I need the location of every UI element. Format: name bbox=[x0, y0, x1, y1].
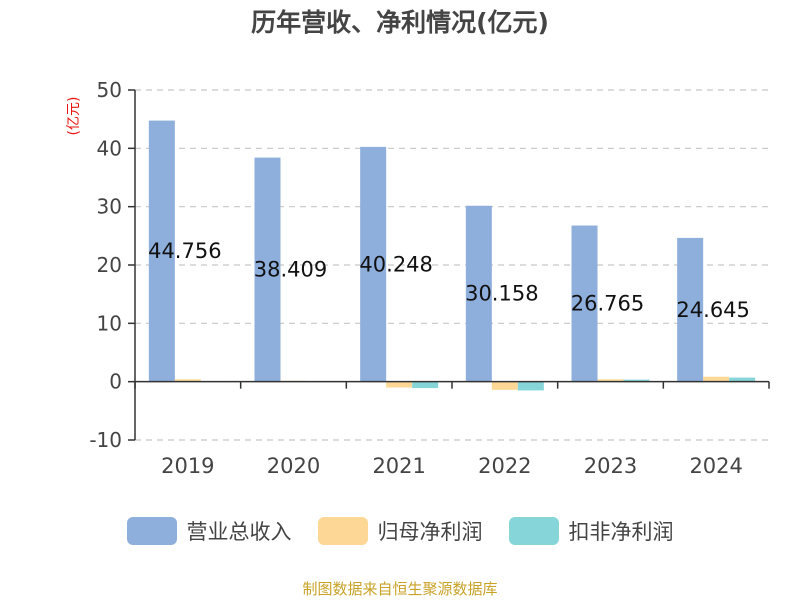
bar-2-2022 bbox=[517, 381, 544, 391]
bar-2-2021 bbox=[412, 381, 439, 389]
legend-item-deducted-profit[interactable]: 扣非净利润 bbox=[508, 516, 674, 546]
legend-item-net-profit[interactable]: 归母净利润 bbox=[317, 516, 483, 546]
bar-0-2020 bbox=[254, 157, 281, 382]
y-tick-label: 30 bbox=[97, 195, 122, 219]
y-tick-label: -10 bbox=[89, 428, 122, 452]
data-label: 24.645 bbox=[676, 298, 749, 322]
legend-label-revenue: 营业总收入 bbox=[186, 520, 292, 544]
y-tick-label: 0 bbox=[109, 370, 122, 394]
axes: 50 40 30 20 10 0 -10 2019 2020 2021 2022 2023 2024 bbox=[89, 78, 770, 478]
data-label: 26.765 bbox=[571, 292, 644, 316]
y-tick-label: 20 bbox=[97, 253, 122, 277]
bar-1-2021 bbox=[386, 381, 413, 388]
source-note: 制图数据来自恒生聚源数据库 bbox=[302, 580, 498, 598]
chart-title: 历年营收、净利情况(亿元) bbox=[251, 8, 549, 37]
bar-0-2023 bbox=[571, 225, 598, 382]
bar-1-2019 bbox=[174, 379, 201, 382]
x-tick-label: 2019 bbox=[161, 454, 214, 478]
x-tick-label: 2020 bbox=[267, 454, 320, 478]
data-label: 40.248 bbox=[359, 252, 432, 276]
legend: 营业总收入 归母净利润 扣非净利润 bbox=[0, 516, 800, 546]
y-axis-label: (亿元) bbox=[66, 97, 82, 136]
bar-0-2021 bbox=[360, 146, 387, 382]
bar-1-2022 bbox=[491, 381, 518, 390]
bar-2-2023 bbox=[623, 379, 650, 382]
y-tick-label: 40 bbox=[97, 136, 122, 160]
legend-swatch-revenue bbox=[126, 517, 177, 545]
x-tick-label: 2024 bbox=[689, 454, 742, 478]
bar-0-2019 bbox=[148, 120, 175, 382]
x-tick-label: 2023 bbox=[584, 454, 637, 478]
bar-0-2024 bbox=[677, 237, 704, 382]
x-tick-label: 2022 bbox=[478, 454, 531, 478]
legend-item-revenue[interactable]: 营业总收入 bbox=[126, 516, 292, 546]
y-tick-label: 10 bbox=[97, 311, 122, 335]
y-tick-label: 50 bbox=[97, 78, 122, 102]
x-tick-label: 2021 bbox=[372, 454, 425, 478]
bar-2-2024 bbox=[729, 377, 756, 382]
legend-label-net-profit: 归母净利润 bbox=[377, 520, 483, 544]
legend-label-deducted-profit: 扣非净利润 bbox=[568, 520, 674, 544]
bars-group bbox=[148, 120, 756, 391]
legend-swatch-net-profit bbox=[317, 517, 368, 545]
data-labels: 44.756 38.409 40.248 30.158 26.765 24.645 bbox=[148, 239, 750, 322]
bar-1-2024 bbox=[703, 376, 730, 382]
data-label: 30.158 bbox=[465, 282, 538, 306]
bar-1-2023 bbox=[597, 379, 624, 382]
data-label: 38.409 bbox=[254, 258, 327, 282]
bar-0-2022 bbox=[465, 205, 492, 382]
data-label: 44.756 bbox=[148, 239, 221, 263]
legend-swatch-deducted-profit bbox=[508, 517, 559, 545]
grid-lines bbox=[135, 89, 769, 441]
